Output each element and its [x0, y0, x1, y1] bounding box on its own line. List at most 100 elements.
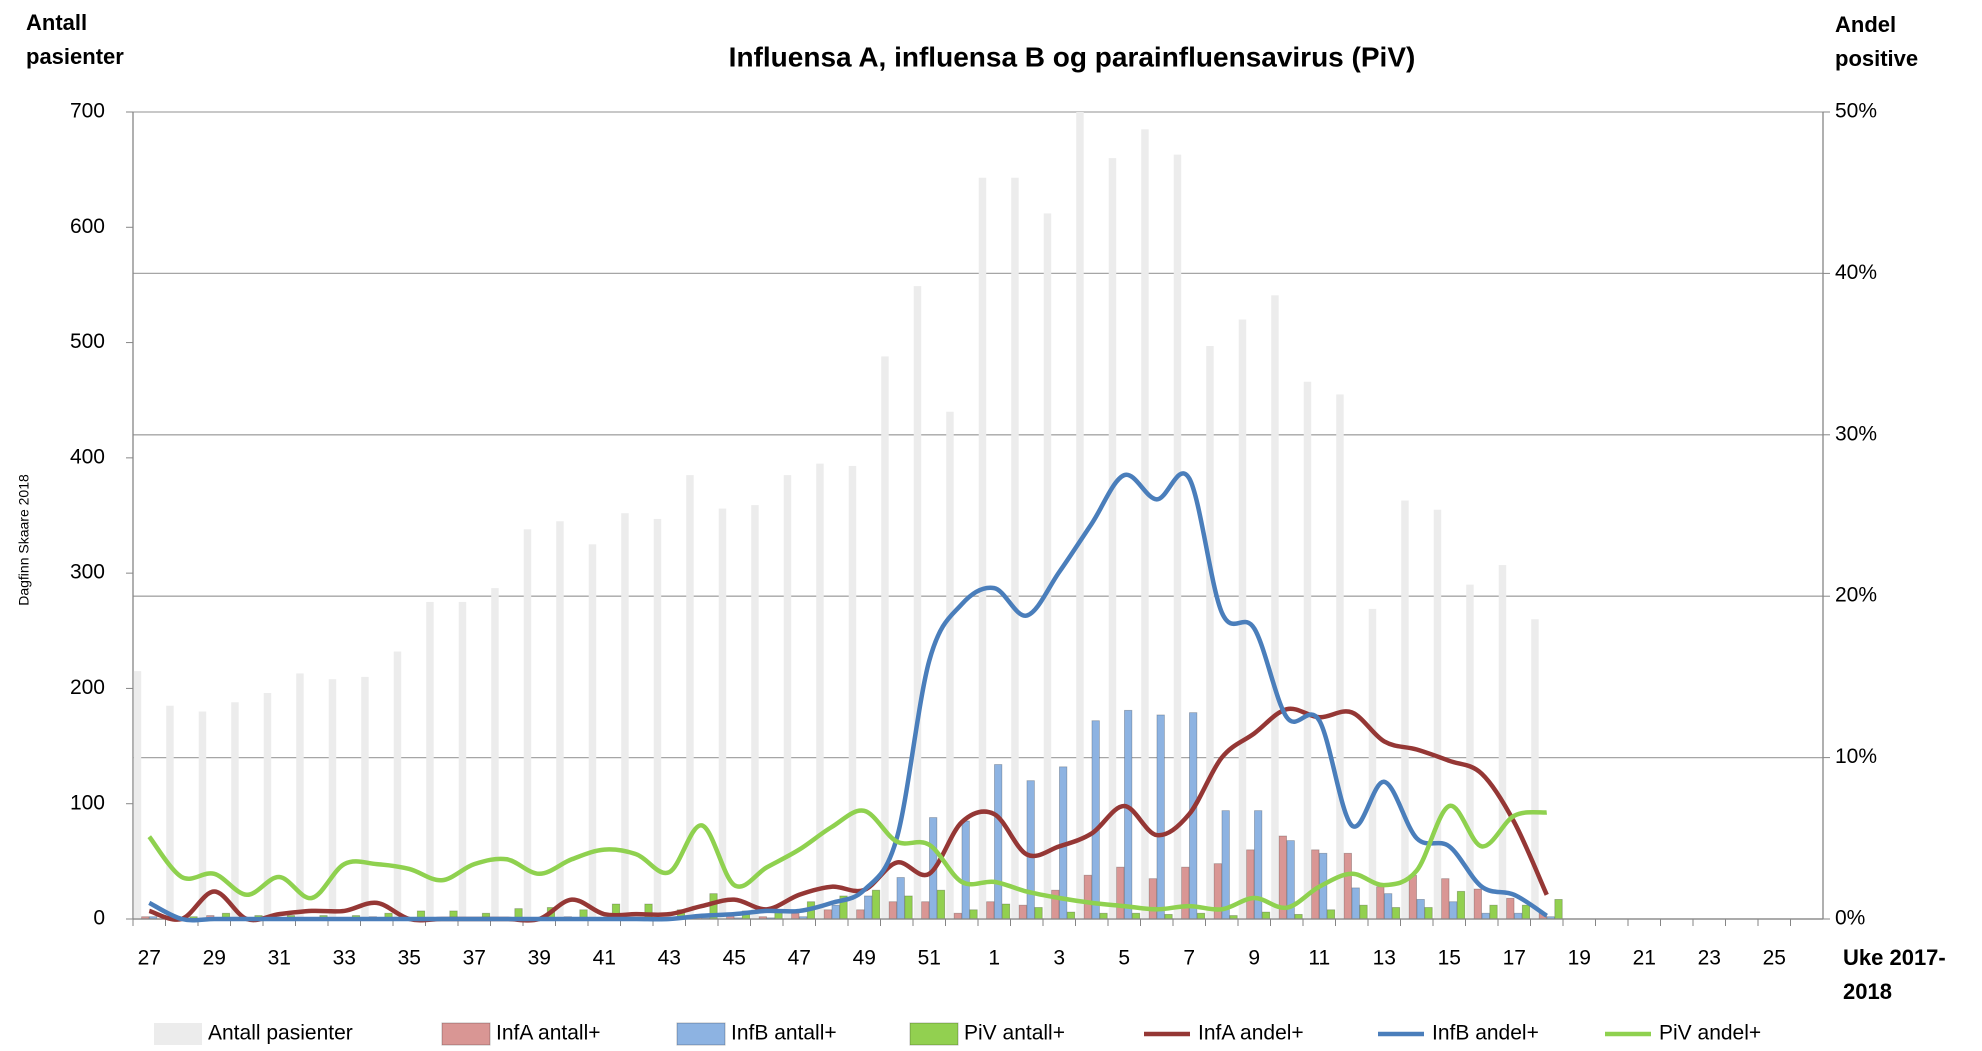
bar	[1489, 904, 1498, 920]
bar	[1384, 893, 1393, 920]
x-tick-label: 3	[1053, 947, 1065, 970]
chart-title: Influensa A, influensa B og parainfluens…	[729, 41, 1416, 72]
bar	[1506, 897, 1515, 920]
line	[148, 471, 1548, 923]
bar	[871, 889, 881, 920]
bar	[296, 673, 304, 919]
bar	[961, 820, 970, 920]
watermark: Dagfinn Skaare 2018	[16, 474, 32, 606]
x-tick-label: 29	[203, 947, 226, 970]
bar	[361, 676, 369, 919]
x-tick-label: 11	[1308, 947, 1330, 970]
bar	[864, 895, 873, 920]
x-tick-label: 51	[918, 947, 941, 970]
bar	[1376, 886, 1385, 920]
line	[147, 803, 1547, 912]
y-tick-label: 500	[70, 330, 105, 353]
bar	[166, 705, 174, 919]
bar	[1043, 213, 1052, 920]
bar	[1433, 509, 1442, 919]
legend-label: InfA andel+	[1198, 1022, 1304, 1045]
bar	[1368, 608, 1377, 919]
bar	[1246, 849, 1255, 920]
bar	[1424, 907, 1433, 920]
bar	[1099, 912, 1108, 920]
bar	[1116, 866, 1125, 920]
bar	[686, 475, 694, 919]
bar	[1221, 810, 1230, 920]
x-tick-label: 17	[1503, 947, 1526, 970]
bar	[1141, 129, 1149, 920]
bar	[1326, 909, 1336, 920]
bar	[904, 895, 913, 920]
bar	[1034, 907, 1043, 920]
bar	[1011, 177, 1019, 919]
bar	[1124, 709, 1133, 920]
bar	[393, 651, 402, 919]
bar	[1196, 912, 1206, 920]
bar	[328, 679, 337, 919]
x-tick-label: 49	[853, 947, 876, 970]
y2-axis-label: Andel positive	[1835, 12, 1919, 71]
y-tick-label: 0	[93, 907, 105, 930]
legend-label: PiV andel+	[1659, 1022, 1761, 1045]
bar	[896, 877, 905, 920]
bar	[1261, 911, 1271, 920]
x-tick-label: 45	[723, 947, 746, 970]
x-tick-label: 25	[1763, 947, 1786, 970]
y2-tick-label: 20%	[1835, 584, 1877, 607]
bar	[458, 601, 467, 919]
bar	[1131, 912, 1141, 920]
bar	[1391, 907, 1401, 920]
x-tick-label: 33	[333, 947, 356, 970]
bar	[881, 356, 889, 919]
bar	[816, 463, 824, 919]
bar	[718, 508, 727, 919]
bar	[1076, 112, 1084, 919]
x-tick-label: 15	[1438, 947, 1461, 970]
y-axis-label: Antall pasienter	[26, 10, 124, 69]
bar	[1554, 899, 1563, 920]
bar	[1164, 913, 1173, 920]
bar	[1351, 887, 1360, 920]
bar	[1481, 912, 1490, 920]
bar	[1206, 346, 1214, 919]
y-tick-label: 100	[70, 791, 105, 814]
legend-swatch	[441, 1022, 491, 1046]
bar	[1531, 619, 1539, 919]
bar	[621, 513, 629, 919]
bar	[823, 909, 832, 920]
bar	[856, 909, 865, 920]
bar	[1441, 878, 1450, 920]
x-tick-label: 1	[988, 947, 1000, 970]
bar	[969, 909, 978, 920]
y-tick-label: 300	[70, 561, 105, 584]
legend-label: PiV antall+	[964, 1022, 1065, 1045]
bar	[994, 764, 1003, 920]
bar	[1311, 849, 1320, 920]
x-tick-label: 7	[1183, 947, 1195, 970]
legend-label: InfA antall+	[496, 1022, 601, 1045]
x-tick-label: 27	[138, 947, 161, 970]
legend-swatch	[676, 1022, 726, 1046]
bar	[946, 411, 954, 919]
bar	[978, 177, 987, 919]
legend-label: InfB andel+	[1432, 1022, 1539, 1045]
bar	[653, 518, 662, 919]
bar	[1294, 913, 1303, 920]
x-tick-label: 43	[658, 947, 681, 970]
y-tick-label: 200	[70, 676, 105, 699]
bar	[1303, 381, 1312, 920]
bar	[523, 529, 532, 919]
bar	[936, 889, 946, 920]
y2-tick-label: 30%	[1835, 422, 1877, 445]
bar	[1514, 912, 1523, 920]
y2-tick-label: 50%	[1835, 100, 1877, 123]
bar	[1018, 904, 1027, 920]
bar	[751, 505, 759, 919]
x-tick-label: 19	[1568, 947, 1591, 970]
x-axis-label: Uke 2017-2018	[1843, 945, 1946, 1004]
bar	[556, 521, 564, 919]
x-tick-label: 39	[528, 947, 551, 970]
